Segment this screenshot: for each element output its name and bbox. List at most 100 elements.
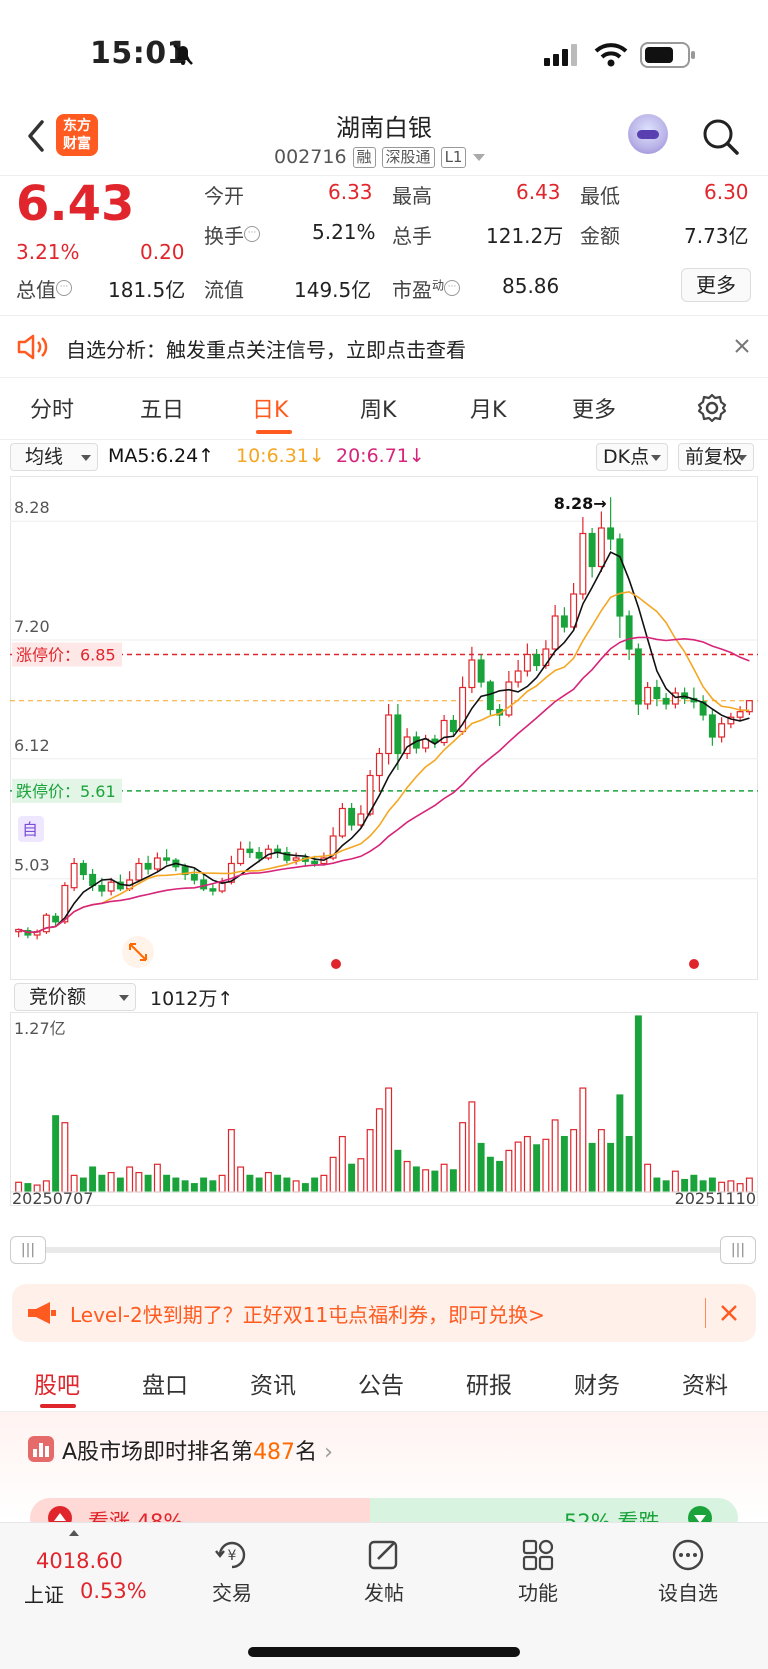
more-button[interactable]: 更多 [681, 268, 751, 302]
search-icon[interactable] [702, 118, 740, 156]
nav-functions[interactable]: 功能 [488, 1537, 588, 1606]
range-slider[interactable]: ||| ||| [0, 1232, 768, 1268]
volume-bar [116, 1177, 124, 1193]
tab-announcements[interactable]: 公告 [358, 1373, 404, 1399]
promo-banner[interactable]: Level-2快到期了？正好双11屯点福利券，即可兑换> [12, 1284, 756, 1342]
candle-body [375, 752, 383, 777]
candle-body [61, 884, 69, 923]
tab-orderbook[interactable]: 盘口 [142, 1373, 188, 1399]
stock-code: 002716 [274, 146, 347, 168]
volume-bar [255, 1177, 263, 1193]
amount-value: 7.73亿 [684, 224, 749, 248]
tag-level: L1 [440, 146, 467, 168]
volume-frame [10, 1012, 758, 1206]
volume-bar [200, 1177, 208, 1193]
candle-body [560, 615, 568, 628]
stock-subinfo[interactable]: 002716 融 深股通 L1 [274, 146, 486, 168]
candle-body [671, 692, 679, 705]
candle-body [570, 593, 578, 628]
tab-research[interactable]: 研报 [466, 1373, 512, 1399]
volume-indicator-value: 1012万↑ [150, 988, 234, 1010]
close-icon[interactable] [734, 338, 750, 354]
y-tick-label: 8.28 [14, 498, 50, 517]
volume-value: 121.2万 [486, 224, 564, 248]
tab-profile[interactable]: 资料 [682, 1373, 728, 1399]
candle-body [246, 848, 254, 854]
nav-post[interactable]: 发帖 [334, 1537, 434, 1606]
ma20-value: 20:6.71↓ [336, 445, 425, 467]
indicator-row: 均线 MA5:6.24↑ 10:6.31↓ 20:6.71↓ DK点 前复权 [0, 440, 768, 476]
app-logo[interactable]: 东方 财富 [56, 114, 98, 156]
ma-selector[interactable]: 均线 [10, 443, 98, 471]
slider-track [40, 1247, 730, 1253]
nav-add-watchlist[interactable]: 设自选 [638, 1537, 738, 1606]
candle-body [52, 915, 60, 923]
volume-bar [283, 1177, 291, 1193]
tab-five-day[interactable]: 五日 [140, 398, 185, 423]
candle-body [449, 719, 457, 733]
tab-underline [256, 430, 292, 434]
date-start-label: 20250707 [12, 1189, 93, 1206]
tab-financials[interactable]: 财务 [574, 1373, 620, 1399]
volume-bar [348, 1163, 356, 1193]
low-value: 6.30 [704, 180, 749, 204]
volume-bar [237, 1166, 245, 1193]
settings-gear-icon[interactable] [696, 392, 728, 424]
tab-forum[interactable]: 股吧 [34, 1373, 80, 1399]
slider-right-handle[interactable]: ||| [720, 1236, 756, 1264]
tab-intraday[interactable]: 分时 [30, 398, 75, 423]
speaker-icon [17, 334, 48, 360]
dk-selector[interactable]: DK点 [596, 443, 668, 471]
caret-down-icon [473, 154, 486, 161]
tab-more[interactable]: 更多 [572, 398, 617, 423]
ranking-section[interactable]: A股市场即时排名第487名 › 看涨 48% 52% 看跌 [0, 1412, 768, 1538]
nav-trade[interactable]: ¥ 交易 [182, 1537, 282, 1606]
tab-news[interactable]: 资讯 [250, 1373, 296, 1399]
mktcap-label[interactable]: 总值 ··· [16, 274, 72, 303]
candle-body [70, 862, 78, 889]
assistant-robot-icon[interactable] [628, 114, 668, 154]
quote-panel: 6.43 3.21% 0.20 总值 ··· 181.5亿 今开 6.33 最高 … [0, 176, 768, 316]
nav-functions-label: 功能 [518, 1581, 558, 1605]
candle-body [727, 716, 735, 725]
volume-bar [468, 1101, 476, 1193]
back-arrow-icon[interactable] [22, 116, 50, 156]
amount-label: 金额 [580, 224, 620, 248]
open-value: 6.33 [328, 180, 373, 204]
nav-add-watchlist-label: 设自选 [658, 1581, 718, 1605]
volume-chart[interactable]: 1.27亿 20250707 20251110 [10, 1012, 758, 1206]
slider-left-handle[interactable]: ||| [10, 1236, 46, 1264]
candle-body [514, 670, 522, 683]
ma20-line [18, 636, 750, 934]
volume-bar [292, 1180, 300, 1193]
ranking-suffix: 名 [295, 1440, 318, 1465]
turnover-label-text: 换手 [204, 224, 244, 248]
volume-bar [52, 1115, 60, 1193]
candle-body [209, 888, 217, 892]
bell-mute-icon [173, 44, 193, 65]
self-tag-label: 自 [22, 820, 38, 839]
home-indicator [248, 1647, 520, 1657]
adjust-button[interactable]: 前复权 [678, 443, 754, 471]
close-icon[interactable] [720, 1304, 738, 1322]
volume-bar [579, 1087, 587, 1193]
candle-body [486, 681, 494, 711]
candle-body [745, 700, 753, 713]
volume-bar [320, 1174, 328, 1193]
tab-monthly-k[interactable]: 月K [470, 398, 507, 423]
candle-body [311, 860, 319, 865]
volume-bar [625, 1135, 633, 1193]
volume-indicator-selector[interactable]: 竞价额 [14, 983, 136, 1011]
volume-bar [274, 1174, 282, 1193]
candle-body [200, 879, 208, 890]
low-label: 最低 [580, 184, 620, 208]
turnover-label[interactable]: 换手 ··· [204, 220, 260, 249]
candle-body [107, 881, 115, 892]
candlestick-chart[interactable]: 8.28 7.20 6.12 5.03 涨停价：6.85 跌停价：5.61 8.28→ 自 [10, 476, 758, 980]
signal-dot [331, 959, 341, 969]
tab-weekly-k[interactable]: 周K [360, 398, 397, 423]
tab-daily-k[interactable]: 日K [252, 398, 289, 423]
candle-body [634, 648, 642, 705]
analysis-alert[interactable]: 自选分析：触发重点关注信号，立即点击查看 [0, 316, 768, 378]
pe-label[interactable]: 市盈动 ··· [392, 274, 461, 303]
